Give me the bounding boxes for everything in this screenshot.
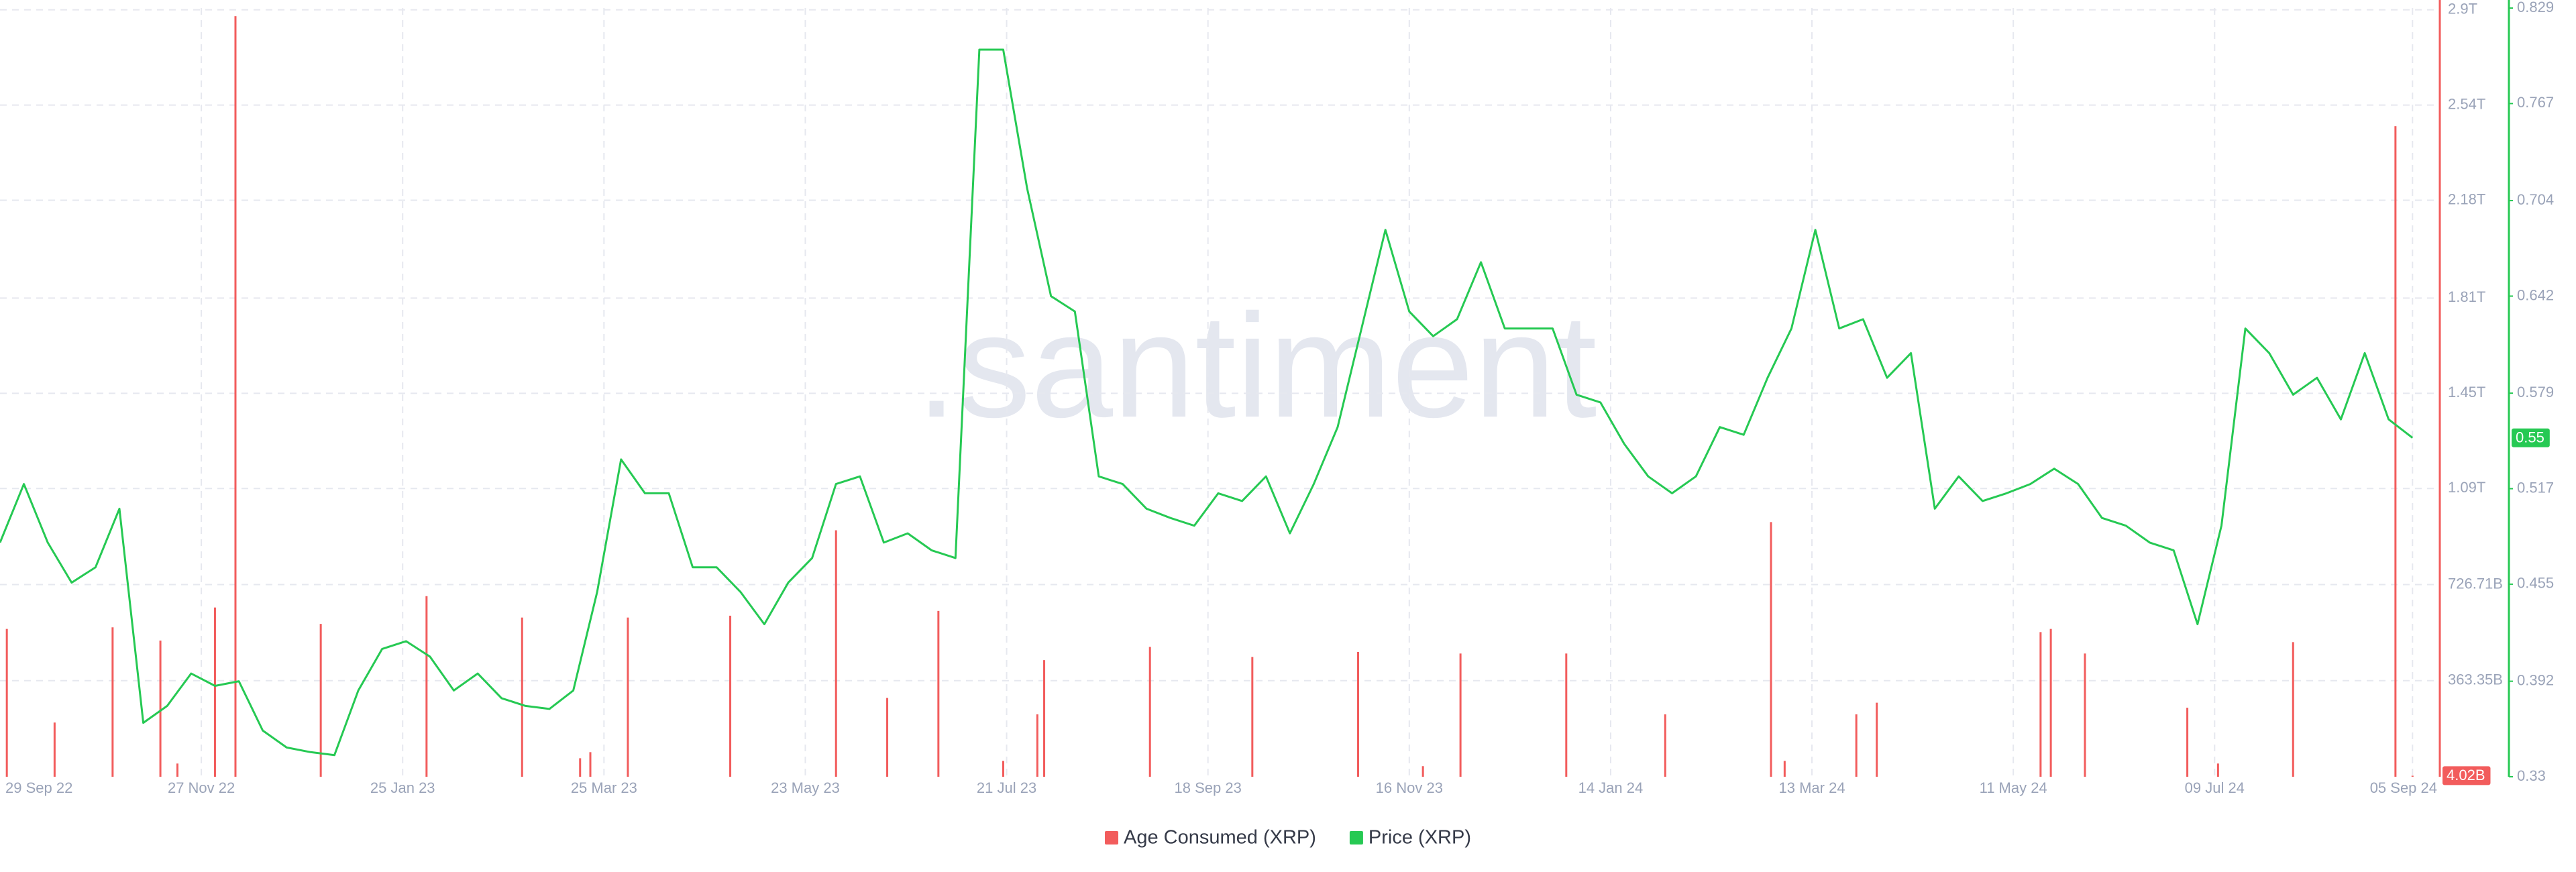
x-tick-label: 27 Nov 22 bbox=[168, 779, 235, 796]
y2-tick-label: 0.829 bbox=[2517, 0, 2554, 15]
bar bbox=[2039, 632, 2042, 777]
bar bbox=[1002, 761, 1004, 777]
y2-tick-label: 0.455 bbox=[2517, 575, 2554, 592]
y2-tick-label: 0.517 bbox=[2517, 479, 2554, 496]
bar bbox=[2216, 763, 2219, 777]
line bbox=[0, 48, 2414, 757]
y2-tick-label: 0.579 bbox=[2517, 384, 2554, 400]
bar bbox=[521, 617, 523, 777]
bar bbox=[111, 627, 114, 777]
y-tick-label: 1.45T bbox=[2448, 384, 2485, 400]
bar bbox=[1357, 651, 1360, 777]
y-tick-label: 2.18T bbox=[2448, 190, 2485, 207]
value-badge: 4.02B bbox=[2443, 766, 2491, 785]
y2-tick-label: 0.704 bbox=[2517, 191, 2554, 208]
y-tick-label: 1.09T bbox=[2448, 479, 2485, 496]
bar bbox=[2394, 126, 2397, 777]
bar bbox=[1036, 714, 1038, 777]
x-tick-label: 25 Mar 23 bbox=[571, 779, 637, 796]
bar bbox=[319, 624, 322, 777]
bar bbox=[1855, 714, 1858, 777]
y2-tick-label: 0.767 bbox=[2517, 94, 2554, 111]
y2-tick-label: 0.33 bbox=[2517, 767, 2546, 784]
bar bbox=[627, 617, 629, 777]
bar bbox=[1770, 522, 1772, 777]
bar bbox=[234, 16, 237, 777]
x-tick-label: 09 Jul 24 bbox=[2185, 779, 2245, 796]
x-tick-label: 05 Sep 24 bbox=[2370, 779, 2437, 796]
bar bbox=[176, 763, 179, 777]
bar bbox=[589, 752, 592, 777]
bar bbox=[729, 615, 732, 777]
x-tick-label: 14 Jan 24 bbox=[1578, 779, 1644, 796]
bar bbox=[1664, 714, 1666, 777]
bar bbox=[1459, 653, 1462, 777]
bar bbox=[1421, 766, 1424, 777]
x-tick-label: 13 Mar 24 bbox=[1779, 779, 1845, 796]
bar bbox=[2186, 708, 2189, 777]
bar bbox=[886, 698, 889, 777]
legend-label: Price (XRP) bbox=[1368, 827, 1471, 849]
bar bbox=[2049, 629, 2052, 777]
bar bbox=[1876, 702, 1878, 777]
bar bbox=[1148, 647, 1151, 777]
bar bbox=[425, 596, 428, 777]
watermark: .santiment bbox=[916, 283, 1597, 448]
bar bbox=[1565, 653, 1568, 777]
x-tick-label: 11 May 24 bbox=[1980, 779, 2047, 796]
x-tick-label: 29 Sep 22 bbox=[5, 779, 72, 796]
bar bbox=[579, 758, 582, 777]
legend: Age Consumed (XRP) Price (XRP) bbox=[1105, 827, 1471, 849]
bar bbox=[5, 629, 8, 777]
badge-label: 4.02B bbox=[2447, 767, 2485, 783]
y-tick-label: 1.81T bbox=[2448, 288, 2485, 305]
badge-label: 0.55 bbox=[2516, 429, 2544, 446]
bar bbox=[1251, 657, 1254, 777]
legend-swatch bbox=[1105, 831, 1119, 844]
bar bbox=[835, 530, 837, 777]
legend-label: Age Consumed (XRP) bbox=[1124, 827, 1316, 849]
badge-box bbox=[2443, 766, 2491, 785]
x-tick-label: 16 Nov 23 bbox=[1376, 779, 1443, 796]
y-tick-label: 2.54T bbox=[2448, 95, 2485, 112]
y-tick-label: 2.9T bbox=[2448, 0, 2477, 17]
bar bbox=[53, 722, 56, 777]
bar bbox=[2411, 775, 2414, 777]
legend-swatch bbox=[1349, 831, 1363, 844]
x-tick-label: 25 Jan 23 bbox=[370, 779, 435, 796]
y2-tick-label: 0.392 bbox=[2517, 671, 2554, 688]
bar bbox=[937, 610, 940, 777]
y2-tick-label: 0.642 bbox=[2517, 286, 2554, 303]
x-tick-label: 18 Sep 23 bbox=[1175, 779, 1242, 796]
y-tick-label: 363.35B bbox=[2448, 671, 2503, 688]
badge-box bbox=[2512, 428, 2550, 447]
bar bbox=[213, 607, 216, 777]
y-tick-label: 726.71B bbox=[2448, 575, 2503, 592]
x-tick-label: 21 Jul 23 bbox=[977, 779, 1036, 796]
x-tick-label: 23 May 23 bbox=[771, 779, 840, 796]
value-badge: 0.55 bbox=[2512, 428, 2550, 447]
bar bbox=[1043, 660, 1046, 777]
bar bbox=[2292, 642, 2294, 777]
bar bbox=[2084, 653, 2086, 777]
bar bbox=[159, 640, 162, 777]
bar bbox=[1783, 761, 1786, 777]
